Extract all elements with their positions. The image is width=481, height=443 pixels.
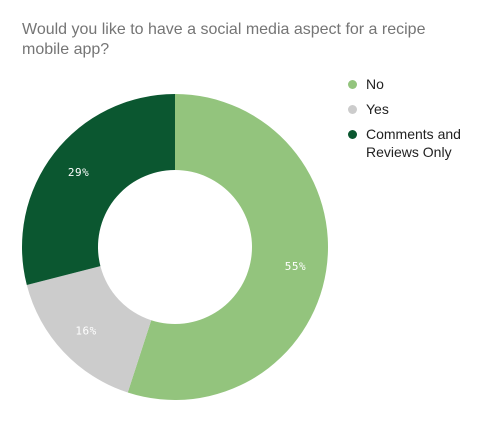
chart-title: Would you like to have a social media as… xyxy=(22,21,426,58)
data-label-no: 55% xyxy=(285,260,306,273)
legend-item-yes[interactable]: Yes xyxy=(348,100,473,118)
legend-swatch-yes xyxy=(348,105,357,114)
data-label-comments-reviews: 29% xyxy=(68,166,89,179)
legend-swatch-no xyxy=(348,80,357,89)
slice-no[interactable] xyxy=(127,94,328,400)
slice-comments-reviews[interactable] xyxy=(21,94,175,286)
slice-yes[interactable] xyxy=(26,266,152,393)
legend-swatch-comments-reviews xyxy=(348,130,357,139)
legend-label-comments-reviews: Comments and Reviews Only xyxy=(366,126,461,160)
data-label-yes: 16% xyxy=(75,325,96,338)
legend-label-yes: Yes xyxy=(366,101,389,117)
legend-label-no: No xyxy=(366,76,384,92)
legend-item-comments-reviews[interactable]: Comments and Reviews Only xyxy=(348,125,473,161)
legend: No Yes Comments and Reviews Only xyxy=(348,75,473,168)
legend-item-no[interactable]: No xyxy=(348,75,473,93)
